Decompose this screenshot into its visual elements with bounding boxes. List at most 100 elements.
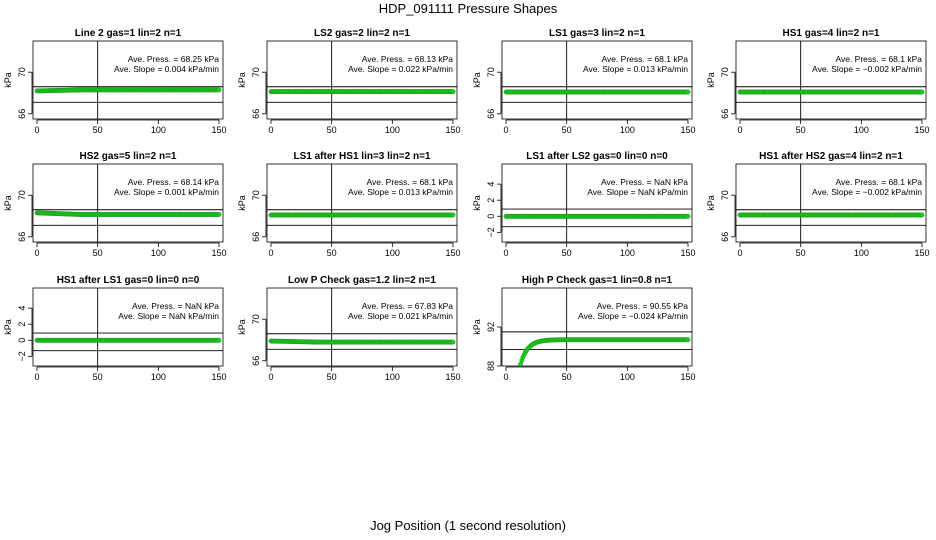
panel-annotation: Ave. Slope = 0.013 kPa/min bbox=[583, 64, 688, 74]
y-tick-label: 70 bbox=[251, 190, 261, 200]
plot-frame bbox=[501, 287, 693, 367]
y-axis-label: kPa bbox=[472, 195, 482, 211]
y-tick-label: 66 bbox=[17, 232, 27, 242]
data-points bbox=[518, 337, 691, 367]
data-point bbox=[216, 87, 222, 93]
plot-frame bbox=[501, 40, 693, 120]
x-tick-label: 50 bbox=[93, 372, 103, 382]
x-tick-label: 50 bbox=[562, 372, 572, 382]
panel-11: High P Check gas=1 lin=0.8 n=1 Ave. Press… bbox=[472, 275, 696, 382]
x-tick-label: 100 bbox=[385, 125, 400, 135]
x-tick-label: 150 bbox=[211, 372, 226, 382]
figure-title: HDP_091111 Pressure Shapes bbox=[378, 1, 558, 16]
panel-annotation: Ave. Press. = 68.13 kPa bbox=[362, 54, 454, 64]
x-tick-label: 50 bbox=[562, 248, 572, 258]
y-tick-label: 0 bbox=[17, 338, 27, 343]
x-axis: 0 50 100 150 bbox=[268, 242, 461, 258]
y-axis-label: kPa bbox=[237, 72, 247, 88]
x-tick-label: 0 bbox=[34, 248, 39, 258]
panel-annotation: Ave. Slope = −0.002 kPa/min bbox=[812, 187, 922, 197]
x-axis: 0 50 100 150 bbox=[503, 366, 696, 382]
data-point bbox=[685, 337, 691, 343]
y-tick-label: 66 bbox=[720, 232, 730, 242]
panel-title: High P Check gas=1 lin=0.8 n=1 bbox=[522, 275, 673, 286]
x-tick-label: 0 bbox=[503, 372, 508, 382]
y-axis: −2 0 2 4 bbox=[17, 306, 33, 361]
y-tick-label: 66 bbox=[720, 109, 730, 119]
y-tick-label: 66 bbox=[251, 356, 261, 366]
panel-annotation: Ave. Slope = 0.021 kPa/min bbox=[348, 311, 453, 321]
y-tick-label: 70 bbox=[720, 190, 730, 200]
y-axis: 66 70 bbox=[720, 67, 736, 119]
data-point bbox=[919, 212, 925, 218]
x-tick-label: 150 bbox=[211, 248, 226, 258]
y-axis: 88 92 bbox=[486, 322, 502, 371]
y-tick-label: 2 bbox=[486, 198, 496, 203]
panel-title: HS2 gas=5 lin=2 n=1 bbox=[80, 151, 177, 162]
y-tick-label: 66 bbox=[17, 109, 27, 119]
panel-4: HS1 gas=4 lin=2 n=1 Ave. Press. = 68.1 kP… bbox=[706, 28, 930, 135]
x-tick-label: 150 bbox=[914, 125, 929, 135]
data-points bbox=[737, 89, 925, 95]
panel-annotation: Ave. Slope = 0.022 kPa/min bbox=[348, 64, 453, 74]
y-tick-label: 70 bbox=[17, 67, 27, 77]
x-axis: 0 50 100 150 bbox=[268, 119, 461, 135]
panel-annotation: Ave. Press. = NaN kPa bbox=[601, 177, 688, 187]
y-axis-label: kPa bbox=[472, 319, 482, 335]
panel-6: LS1 after HS1 lin=3 lin=2 n=1 Ave. Press.… bbox=[237, 151, 461, 258]
data-points bbox=[34, 337, 222, 343]
panel-title: LS2 gas=2 lin=2 n=1 bbox=[314, 28, 410, 39]
panel-annotation: Ave. Press. = 68.1 kPa bbox=[835, 177, 922, 187]
x-axis: 0 50 100 150 bbox=[737, 242, 930, 258]
plot-frame bbox=[32, 163, 224, 243]
x-tick-label: 100 bbox=[151, 372, 166, 382]
panel-title: LS1 gas=3 lin=2 n=1 bbox=[549, 28, 645, 39]
y-tick-label: 70 bbox=[720, 67, 730, 77]
data-point bbox=[685, 213, 691, 219]
data-point bbox=[450, 89, 456, 95]
x-tick-label: 150 bbox=[680, 125, 695, 135]
data-points bbox=[268, 212, 456, 218]
y-tick-label: 4 bbox=[486, 182, 496, 187]
x-tick-label: 50 bbox=[562, 125, 572, 135]
panel-9: HS1 after LS1 gas=0 lin=0 n=0 Ave. Press.… bbox=[3, 275, 227, 382]
x-tick-label: 150 bbox=[680, 248, 695, 258]
x-tick-label: 0 bbox=[503, 125, 508, 135]
data-points bbox=[503, 89, 691, 95]
y-axis-label: kPa bbox=[706, 195, 716, 211]
data-point bbox=[216, 337, 222, 343]
plot-frame bbox=[501, 163, 693, 243]
panel-annotation: Ave. Slope = 0.004 kPa/min bbox=[114, 64, 219, 74]
panel-title: HS1 after LS1 gas=0 lin=0 n=0 bbox=[57, 275, 200, 286]
y-tick-label: −2 bbox=[486, 227, 496, 237]
y-axis-label: kPa bbox=[3, 319, 13, 335]
y-tick-label: 70 bbox=[486, 67, 496, 77]
x-axis: 0 50 100 150 bbox=[503, 242, 696, 258]
panel-annotation: Ave. Slope = −0.002 kPa/min bbox=[812, 64, 922, 74]
y-axis: 66 70 bbox=[251, 67, 267, 119]
x-tick-label: 50 bbox=[93, 125, 103, 135]
y-tick-label: 4 bbox=[17, 306, 27, 311]
x-axis: 0 50 100 150 bbox=[737, 119, 930, 135]
y-tick-label: 66 bbox=[251, 109, 261, 119]
data-points bbox=[268, 338, 456, 345]
x-tick-label: 0 bbox=[503, 248, 508, 258]
panel-title: LS1 after LS2 gas=0 lin=0 n=0 bbox=[526, 151, 668, 162]
x-tick-label: 50 bbox=[327, 125, 337, 135]
x-tick-label: 100 bbox=[854, 248, 869, 258]
panel-3: LS1 gas=3 lin=2 n=1 Ave. Press. = 68.1 kP… bbox=[472, 28, 696, 135]
x-axis: 0 50 100 150 bbox=[34, 119, 227, 135]
panel-annotation: Ave. Slope = 0.013 kPa/min bbox=[348, 187, 453, 197]
plot-frame bbox=[735, 40, 927, 120]
x-tick-label: 100 bbox=[620, 372, 635, 382]
x-tick-label: 150 bbox=[211, 125, 226, 135]
x-tick-label: 150 bbox=[445, 372, 460, 382]
y-axis-label: kPa bbox=[3, 72, 13, 88]
plot-frame bbox=[266, 40, 458, 120]
x-axis: 0 50 100 150 bbox=[34, 242, 227, 258]
panel-title: HS1 after HS2 gas=4 lin=2 n=1 bbox=[759, 151, 903, 162]
panel-title: LS1 after HS1 lin=3 lin=2 n=1 bbox=[293, 151, 430, 162]
y-axis: 66 70 bbox=[17, 67, 33, 119]
data-points bbox=[503, 213, 691, 219]
